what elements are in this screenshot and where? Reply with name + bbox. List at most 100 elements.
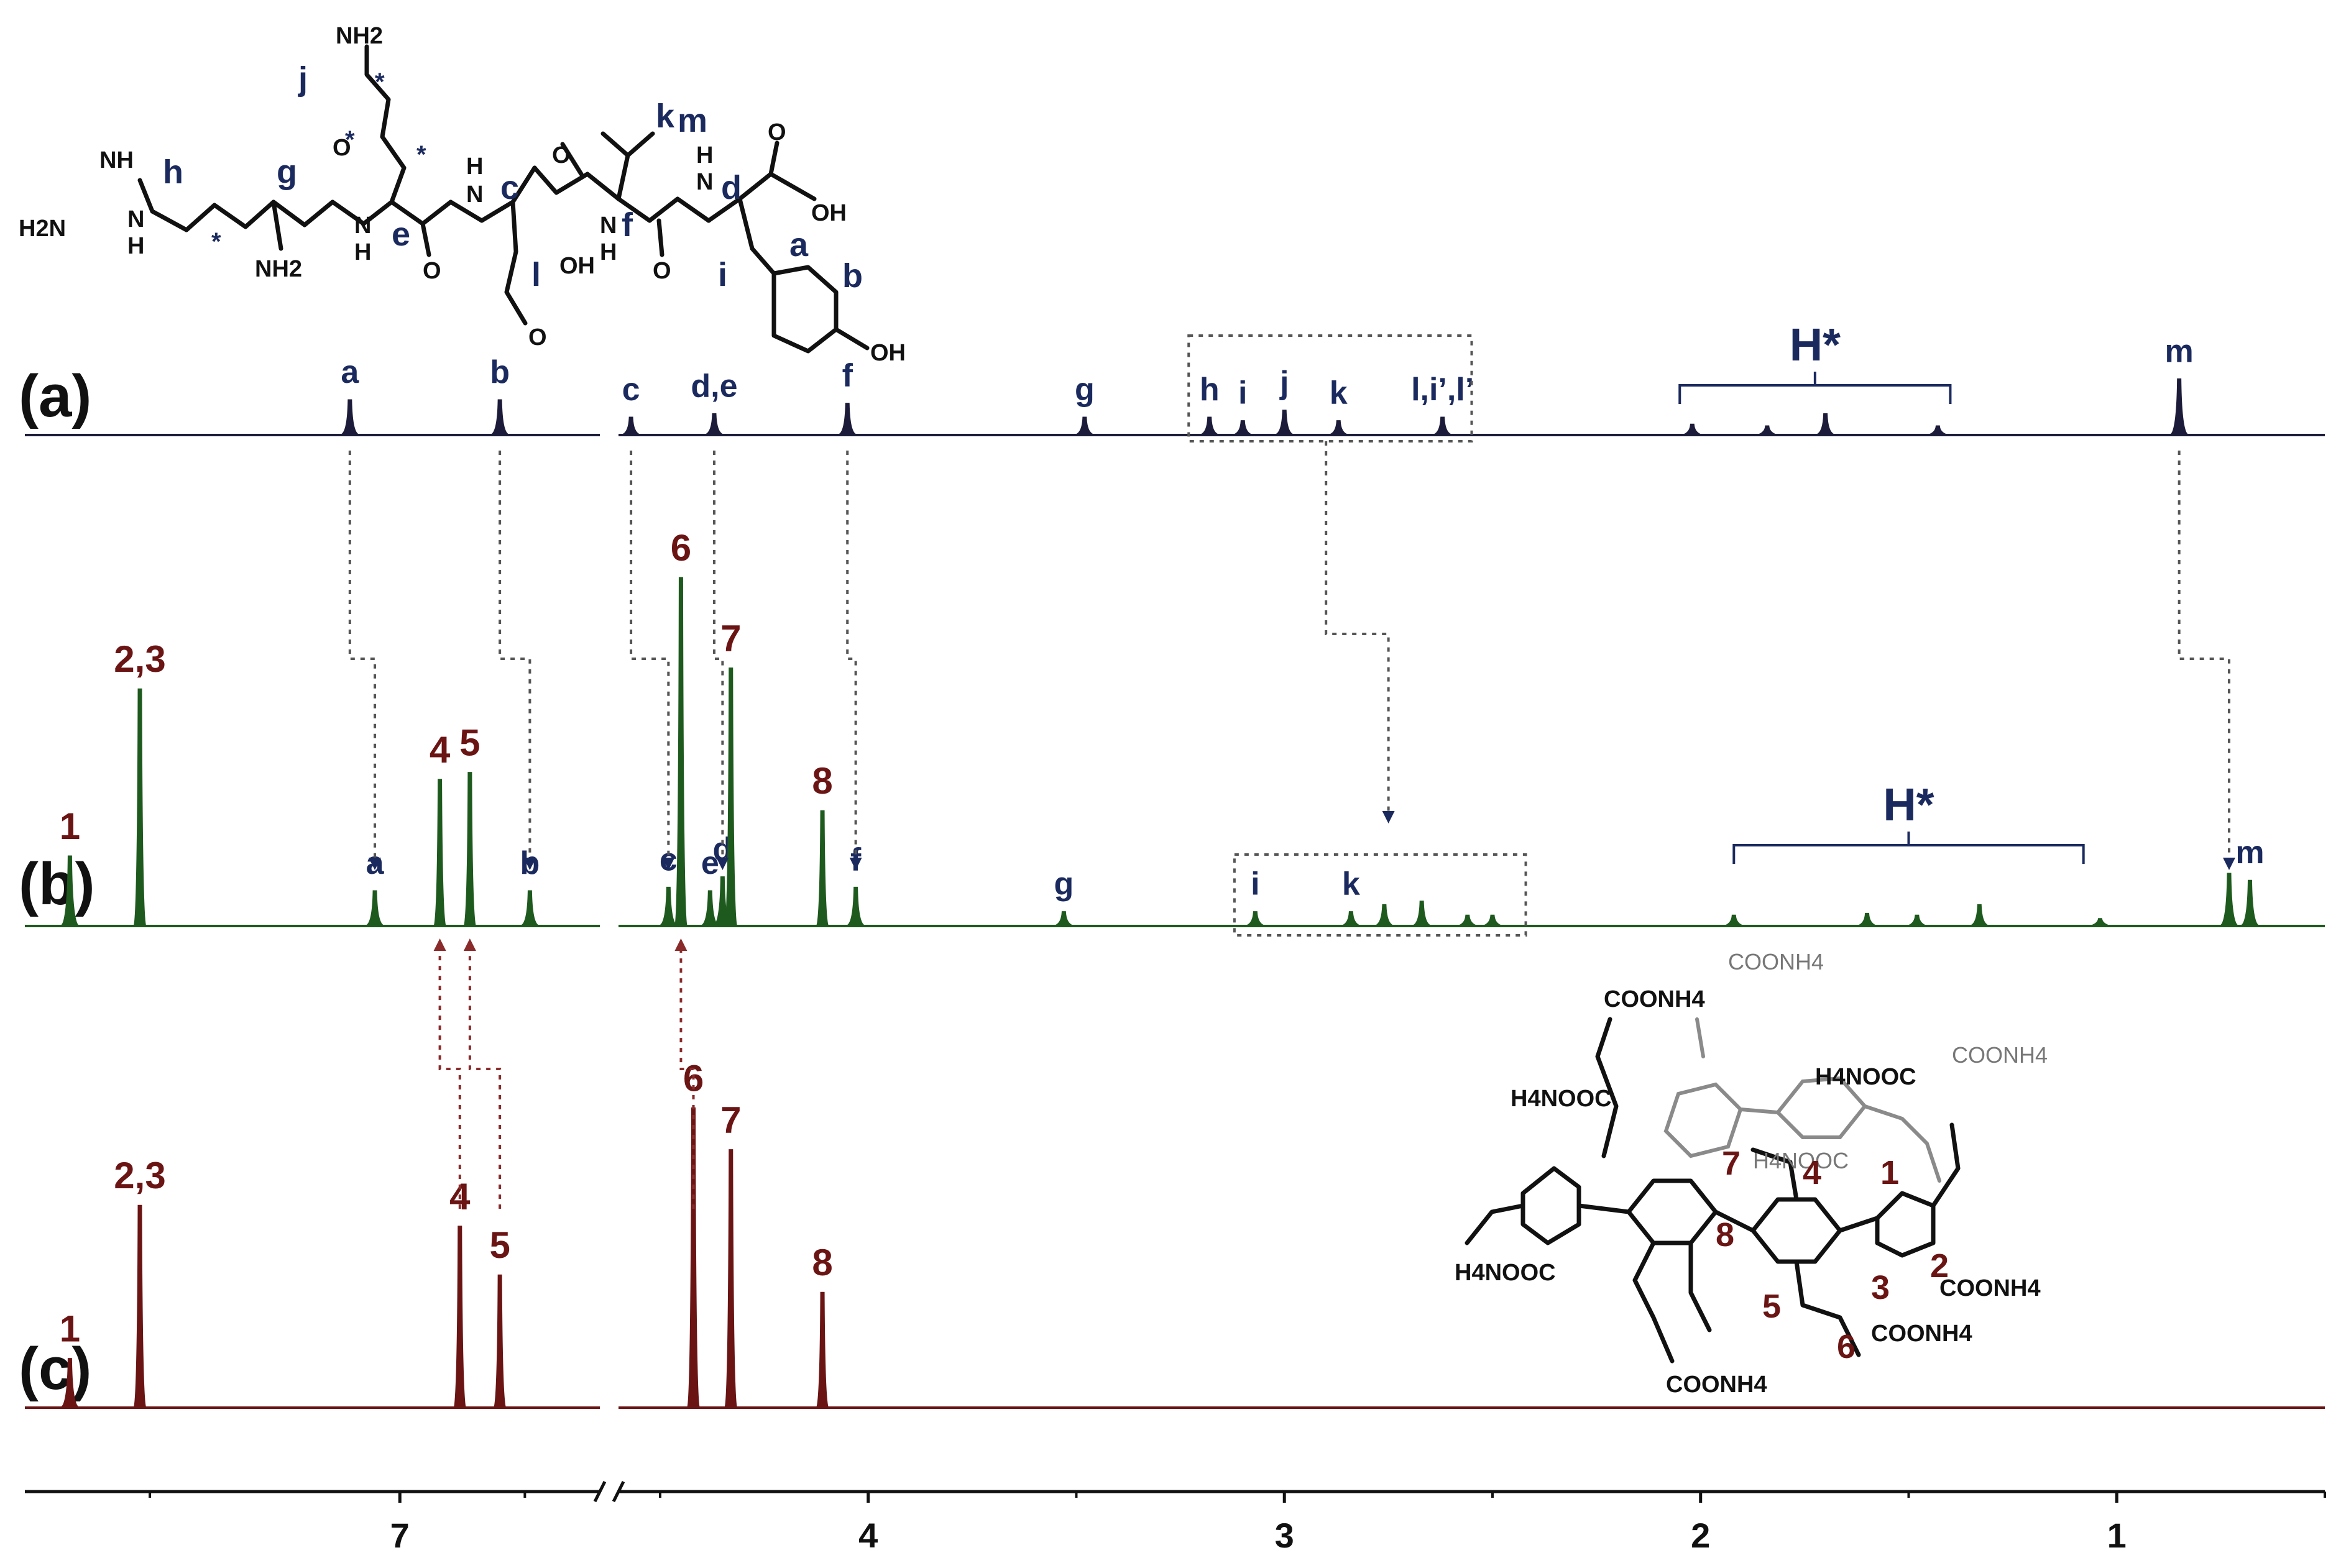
proton-label-k: k [656, 98, 675, 135]
peak-c-panel-1-6 [659, 886, 678, 927]
peak-label-1-panel-1: 1 [60, 805, 80, 847]
host-label-4: 4 [1803, 1154, 1821, 1191]
atom-h-guan: H [127, 233, 144, 259]
atom-o-c: O [552, 142, 571, 168]
host-group-coonh4-1: COONH4 [1604, 986, 1705, 1012]
proton-label-g: g [277, 154, 297, 191]
atom-oh-c: OH [559, 253, 595, 279]
host-label-5: 5 [1762, 1288, 1781, 1325]
host-correlation-line-1 [468, 942, 502, 1209]
host-group-coonh4-2: COONH4 [1728, 949, 1824, 974]
peak-7-panel-2-5 [722, 1149, 740, 1409]
peak-label-e-panel-1: e [701, 845, 719, 881]
peak-23-panel-2-1 [131, 1204, 149, 1409]
x-tick-label-2: 2 [1691, 1516, 1710, 1555]
proton-label-d: d [721, 169, 742, 206]
correlation-arrow-2 [662, 858, 675, 870]
peak-label-4-panel-1: 4 [430, 729, 451, 771]
correlation-line-3 [712, 451, 724, 867]
atom-o-e: O [423, 258, 441, 284]
correlation-line-4 [846, 451, 857, 867]
host-group-coonh4-4: COONH4 [1939, 1275, 2041, 1301]
peak-c-panel-0-2 [622, 416, 640, 436]
cluster-connector-arrow [1382, 811, 1395, 823]
panel-label-c: (c) [19, 1336, 91, 1402]
correlation-line-5 [2178, 451, 2231, 867]
host-label-3: 3 [1871, 1269, 1890, 1306]
host-group-coonh4-5: COONH4 [1871, 1321, 1972, 1347]
atom-o-lys: O [333, 135, 351, 161]
peak-label-i-panel-0: i [1238, 375, 1247, 411]
peak-unlabeled-panel-1-20 [1724, 914, 1743, 927]
host-macrocycle-structure [1465, 1017, 1961, 1364]
correlation-arrow-3 [716, 858, 729, 870]
peak-unlabeled-panel-1-16 [1375, 904, 1394, 927]
proton-label-star-4: * [211, 228, 221, 255]
peak-a-panel-0-0 [341, 399, 359, 436]
x-tick-label-1: 1 [2107, 1516, 2127, 1555]
atom-nh-guan: NH [99, 147, 134, 173]
host-label-8: 8 [1716, 1216, 1734, 1254]
peak-unlabeled-panel-1-17 [1412, 901, 1431, 927]
peak-1-panel-1-0 [60, 855, 80, 927]
hstar-label-panel-0: H* [1790, 319, 1841, 370]
peak-unlabeled-panel-1-23 [1970, 904, 1989, 927]
atom-h-f: H [600, 239, 617, 265]
peak-label-6-panel-1: 6 [671, 527, 691, 569]
hstar-bracket-panel-1 [1732, 832, 2085, 864]
atom-oh-phen: OH [870, 340, 906, 366]
cluster-box-b [1233, 853, 1527, 937]
peak-unlabeled-panel-1-21 [1857, 912, 1877, 927]
peak-f-panel-0-4 [838, 403, 857, 436]
proton-label-star-3: * [416, 141, 426, 168]
peak-4-panel-2-2 [451, 1226, 469, 1409]
peak-i-panel-1-14 [1246, 911, 1264, 927]
proton-label-a: a [789, 226, 809, 264]
atom-n-d: N [696, 169, 713, 195]
x-tick-label-3: 3 [1275, 1516, 1294, 1555]
peak-f-panel-1-12 [846, 886, 865, 927]
host-label-6: 6 [1837, 1328, 1856, 1365]
proton-label-star-2: * [345, 126, 355, 154]
host-correlation-arrow-0 [433, 938, 446, 951]
peak-unlabeled-panel-1-24 [2090, 918, 2110, 927]
host-group-h4nooc-2: H4NOOC [1815, 1064, 1916, 1090]
atom-o-d: O [768, 119, 786, 145]
peak-b-panel-1-5 [520, 890, 540, 927]
peak-8-panel-2-6 [814, 1291, 831, 1409]
peak-unlabeled-panel-0-11 [1683, 423, 1701, 436]
host-group-h4nooc-3: H4NOOC [1753, 1148, 1849, 1173]
proton-label-f: f [622, 206, 633, 244]
peak-lil-panel-0-10 [1433, 416, 1452, 436]
peak-m-panel-0-15 [2169, 378, 2189, 436]
atom-n-f: N [600, 213, 617, 239]
correlation-line-1 [499, 451, 531, 867]
peak-unlabeled-panel-0-14 [1928, 425, 1947, 436]
peak-i-panel-0-7 [1233, 420, 1252, 436]
hstar-bracket-panel-0 [1678, 372, 1952, 404]
peak-b-panel-0-1 [490, 399, 509, 436]
correlation-arrow-1 [523, 858, 536, 870]
host-correlation-line-0 [438, 942, 461, 1209]
atom-h-c: H [466, 154, 483, 180]
nmr-spectra: (a) (b) (c) abcd,efghijkl,i’,l’mH*12,3a4… [19, 319, 2326, 1555]
peak-k-panel-1-15 [1341, 911, 1360, 927]
peptide-structure [137, 44, 870, 354]
peak-k-panel-0-9 [1329, 420, 1348, 436]
correlation-line-0 [348, 451, 377, 867]
peak-label-k-panel-0: k [1330, 375, 1348, 411]
peak-h-panel-0-6 [1200, 416, 1219, 436]
peak-label-1-panel-2: 1 [60, 1308, 80, 1350]
peak-unlabeled-panel-0-13 [1816, 413, 1835, 436]
atom-o-c2: O [528, 324, 547, 351]
atom-h-d: H [696, 142, 713, 168]
correlation-line-2 [630, 451, 670, 867]
atom-n-guan: N [127, 206, 144, 232]
atom-h-e: H [354, 239, 371, 265]
x-tick-label-7: 7 [390, 1516, 410, 1555]
peak-8-panel-1-11 [814, 810, 831, 927]
peak-g-panel-1-13 [1054, 911, 1073, 927]
cluster-connector [1325, 441, 1390, 820]
peak-23-panel-1-1 [131, 688, 149, 927]
proton-label-star-1: * [375, 68, 385, 96]
